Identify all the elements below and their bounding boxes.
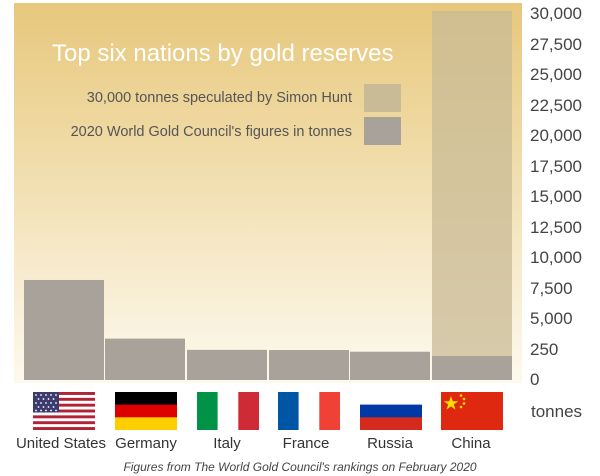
italy-flag-icon: [197, 392, 259, 430]
x-tick-label-italy: Italy: [213, 435, 241, 452]
y-tick-label: 5,000: [530, 309, 573, 328]
chart-title: Top six nations by gold reserves: [52, 40, 394, 67]
x-tick-label-united-states: United States: [15, 435, 107, 452]
bar-italy: [187, 349, 267, 380]
y-tick-label: 27,500: [530, 34, 582, 54]
y-tick-label: 20,000: [530, 126, 582, 145]
bar-china: [432, 356, 512, 380]
x-tick-label-russia: Russia: [367, 435, 413, 452]
bar-chart: [24, 11, 512, 380]
legend-swatch-wgc: [364, 117, 401, 145]
legend-label-speculated: 30,000 tonnes speculated by Simon Hunt: [86, 90, 352, 106]
legend-label-wgc: 2020 World Gold Council's figures in ton…: [70, 124, 352, 140]
y-tick-label: 7,500: [530, 278, 573, 298]
france-flag-icon: [278, 392, 340, 430]
bar-germany: [105, 338, 185, 380]
bar-france: [269, 350, 349, 380]
bar-united-states: [24, 279, 104, 380]
bar-speculated-china: [432, 11, 512, 380]
legend-swatch-speculated: [364, 84, 401, 112]
germany-flag-icon: [115, 392, 177, 430]
bar-russia: [350, 351, 430, 380]
us-flag-icon: [33, 392, 95, 430]
x-tick-label-china: China: [451, 435, 491, 452]
y-axis-unit-label: tonnes: [531, 402, 583, 421]
y-tick-label: 25,000: [530, 65, 582, 84]
russia-flag-icon: [360, 392, 422, 430]
x-tick-label-france: France: [282, 435, 330, 452]
y-tick-label: 0: [530, 370, 540, 389]
x-tick-label-germany: Germany: [115, 435, 177, 452]
y-tick-label: 12,500: [530, 217, 582, 237]
y-tick-label: 17,500: [530, 156, 582, 176]
y-tick-label: 22,500: [530, 95, 582, 115]
figure-caption: Figures from The World Gold Council's ra…: [123, 460, 477, 474]
y-tick-label: 30,000: [530, 4, 582, 23]
y-tick-label: 15,000: [530, 187, 582, 206]
y-tick-label: 10,000: [530, 248, 582, 267]
china-flag-icon: [441, 392, 503, 430]
y-tick-label: 250: [530, 339, 559, 359]
